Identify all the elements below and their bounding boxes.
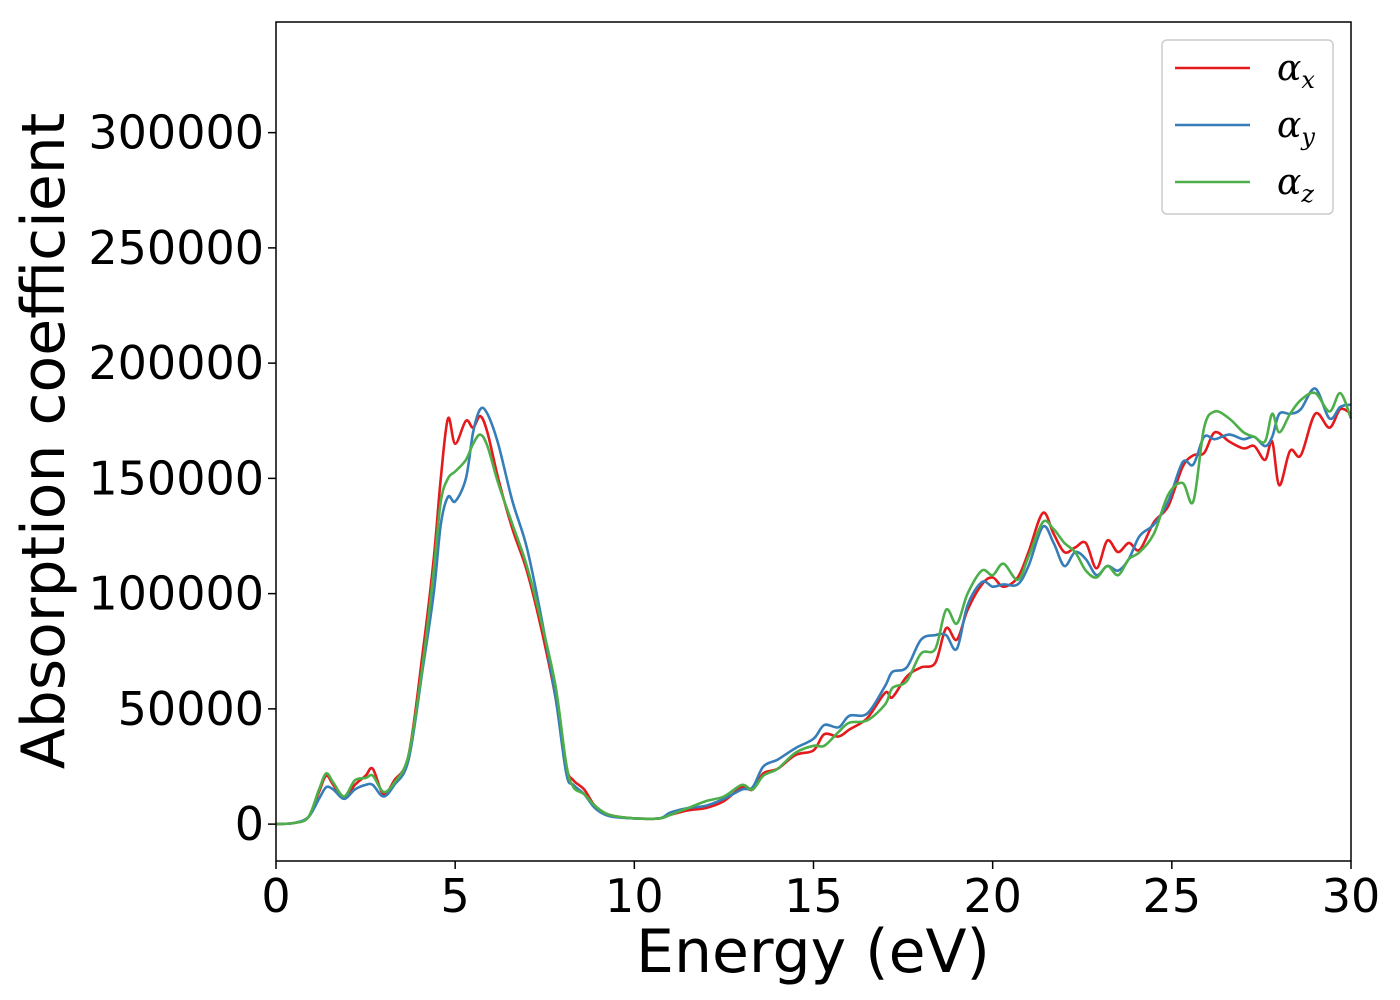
series-line-y xyxy=(275,387,1352,826)
y-axis: 0 50000 100000 150000 200000 250000 300000 xyxy=(88,106,276,851)
legend: αx αy αz xyxy=(1161,39,1334,215)
x-tick-label: 10 xyxy=(605,869,664,923)
series-line-x xyxy=(275,407,1352,826)
y-tick-label: 300000 xyxy=(88,106,264,160)
x-tick-label: 30 xyxy=(1322,869,1381,923)
x-tick-label: 0 xyxy=(261,869,290,923)
legend-label-x: αx xyxy=(1277,48,1315,94)
x-tick-label: 25 xyxy=(1143,869,1202,923)
y-tick-label: 50000 xyxy=(118,682,264,736)
x-axis-label: Energy (eV) xyxy=(636,917,990,987)
y-tick-label: 150000 xyxy=(88,451,264,505)
y-tick-label: 200000 xyxy=(88,336,264,390)
x-tick-label: 20 xyxy=(963,869,1022,923)
x-axis: 0 5 10 15 20 25 30 xyxy=(261,861,1380,923)
y-tick-label: 250000 xyxy=(88,221,264,275)
legend-label-z: αz xyxy=(1277,162,1314,208)
y-tick-label: 100000 xyxy=(88,567,264,621)
series-line-z xyxy=(275,391,1353,826)
y-axis-label: Absorption coefficient xyxy=(9,113,79,770)
legend-label-y: αy xyxy=(1277,105,1315,151)
plot-area xyxy=(275,387,1353,826)
y-tick-label: 0 xyxy=(235,797,264,851)
x-tick-label: 5 xyxy=(441,869,470,923)
legend-box xyxy=(1161,39,1334,215)
x-tick-label: 15 xyxy=(784,869,843,923)
